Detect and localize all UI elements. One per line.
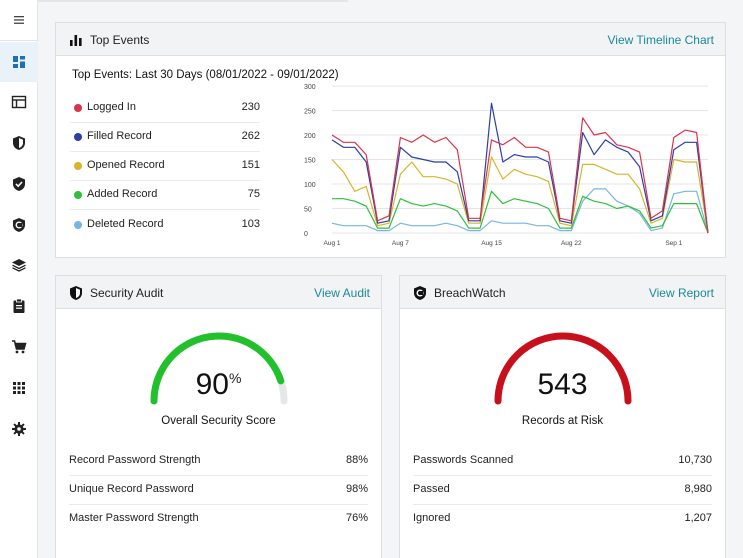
legend-dot xyxy=(74,104,82,112)
legend-row: Added Record 75 xyxy=(70,181,260,210)
x-tick-label: Aug 7 xyxy=(392,240,409,247)
legend-label: Deleted Record xyxy=(87,218,164,230)
legend-dot xyxy=(74,133,82,141)
sidebar-divider xyxy=(0,40,38,41)
metric-value: 98% xyxy=(345,483,368,495)
audit-metric-row: Master Password Strength 76% xyxy=(69,505,368,534)
chart-plot: 0 50 100 150 200 250 300 Aug 1 Aug 7 Aug 15 Aug 22… xyxy=(304,84,709,247)
legend-label: Opened Record xyxy=(87,159,165,171)
metric-value: 1,207 xyxy=(684,512,712,524)
layers-icon[interactable] xyxy=(0,245,38,285)
series-line-deleted-record xyxy=(331,188,709,234)
metric-value: 76% xyxy=(345,512,368,524)
legend-row: Deleted Record 103 xyxy=(70,211,260,240)
security-score-caption: Overall Security Score xyxy=(161,415,276,427)
metric-label: Record Password Strength xyxy=(69,454,201,466)
security-score-gauge xyxy=(150,332,288,405)
breachwatch-header: BreachWatch View Report xyxy=(400,276,725,309)
audit-metric-row: Record Password Strength 88% xyxy=(69,447,368,476)
legend-label: Filled Record xyxy=(87,130,152,142)
y-tick-label: 150 xyxy=(304,158,316,165)
breachwatch-title: BreachWatch xyxy=(434,286,506,300)
legend-value: 262 xyxy=(241,130,260,142)
legend-value: 75 xyxy=(247,188,260,200)
y-tick-label: 100 xyxy=(304,182,316,189)
clipboard-icon[interactable] xyxy=(0,286,38,326)
view-audit-link[interactable]: View Audit xyxy=(314,286,370,300)
records-at-risk: 543 xyxy=(400,368,725,402)
legend-row: Opened Record 151 xyxy=(70,152,260,181)
records-at-risk-gauge xyxy=(494,332,632,405)
y-tick-label: 300 xyxy=(304,84,316,91)
top-events-chart: 0 50 100 150 200 250 300 Aug 1 Aug 7 Aug 15 Aug 22… xyxy=(304,84,709,247)
security-audit-card: Security Audit View Audit 90% Overall Se… xyxy=(55,275,382,558)
breach-metric-row: Ignored 1,207 xyxy=(413,505,712,534)
metric-value: 10,730 xyxy=(678,454,712,466)
y-tick-label: 250 xyxy=(304,109,316,116)
series-line-filled-record xyxy=(331,102,709,234)
metric-label: Ignored xyxy=(413,512,451,524)
gauge-fill xyxy=(494,332,632,405)
metric-label: Passwords Scanned xyxy=(413,454,514,466)
series-line-logged-in xyxy=(331,117,709,234)
cart-icon[interactable] xyxy=(0,327,38,367)
shield-icon[interactable] xyxy=(0,123,38,163)
series-line-added-record xyxy=(332,190,709,234)
gear-icon[interactable] xyxy=(0,409,38,449)
records-at-risk-value: 543 xyxy=(537,368,588,401)
view-report-link[interactable]: View Report xyxy=(648,286,714,300)
security-score-value: 90 xyxy=(195,368,229,401)
breach-metric-row: Passed 8,980 xyxy=(413,476,712,505)
vault-icon[interactable] xyxy=(0,82,38,122)
bar-chart-icon xyxy=(70,35,82,46)
legend-label: Added Record xyxy=(87,188,158,200)
security-audit-title: Security Audit xyxy=(90,286,164,300)
legend-row: Logged In 230 xyxy=(70,94,260,123)
y-tick-label: 0 xyxy=(304,231,308,238)
records-at-risk-caption: Records at Risk xyxy=(521,415,604,427)
shield-icon xyxy=(70,286,82,300)
metric-label: Master Password Strength xyxy=(69,512,199,524)
audit-metric-row: Unique Record Password 98% xyxy=(69,476,368,505)
security-score: 90% xyxy=(56,368,381,402)
metric-value: 88% xyxy=(345,454,368,466)
breachwatch-icon xyxy=(414,286,426,300)
legend-value: 151 xyxy=(241,159,260,171)
legend-value: 230 xyxy=(241,101,260,113)
dashboard-icon[interactable] xyxy=(0,42,38,82)
legend-label: Logged In xyxy=(87,101,136,113)
y-tick-label: 200 xyxy=(304,133,316,140)
top-events-card: Top Events View Timeline Chart Top Event… xyxy=(55,22,726,258)
sidebar xyxy=(0,0,38,558)
shield-check-icon[interactable] xyxy=(0,164,38,204)
x-tick-label: Aug 1 xyxy=(324,240,341,247)
view-timeline-chart-link[interactable]: View Timeline Chart xyxy=(607,33,715,47)
top-events-header: Top Events View Timeline Chart xyxy=(56,23,725,56)
x-tick-label: Aug 15 xyxy=(481,240,502,247)
metric-label: Unique Record Password xyxy=(69,483,194,495)
security-score-unit: % xyxy=(228,370,242,386)
menu-icon[interactable] xyxy=(0,0,38,40)
legend-dot xyxy=(74,162,82,170)
legend-row: Filled Record 262 xyxy=(70,123,260,152)
legend-dot xyxy=(74,191,82,199)
x-tick-label: Aug 22 xyxy=(561,240,582,247)
gauge-fill xyxy=(150,332,285,405)
breach-metric-row: Passwords Scanned 10,730 xyxy=(413,447,712,476)
metric-label: Passed xyxy=(413,483,450,495)
legend-dot xyxy=(74,221,82,229)
series-line-opened-record xyxy=(331,156,709,234)
security-audit-header: Security Audit View Audit xyxy=(56,276,381,309)
breachwatch-card: BreachWatch View Report 543 Records at R… xyxy=(399,275,726,558)
metric-value: 8,980 xyxy=(684,483,712,495)
top-events-subtitle: Top Events: Last 30 Days (08/01/2022 - 0… xyxy=(72,69,339,81)
breachwatch-icon[interactable] xyxy=(0,205,38,245)
top-border xyxy=(38,0,348,2)
apps-grid-icon[interactable] xyxy=(0,368,38,408)
top-events-title: Top Events xyxy=(90,33,150,47)
y-tick-label: 50 xyxy=(304,207,312,214)
x-tick-label: Sep 1 xyxy=(665,240,682,247)
legend-value: 103 xyxy=(241,218,260,230)
